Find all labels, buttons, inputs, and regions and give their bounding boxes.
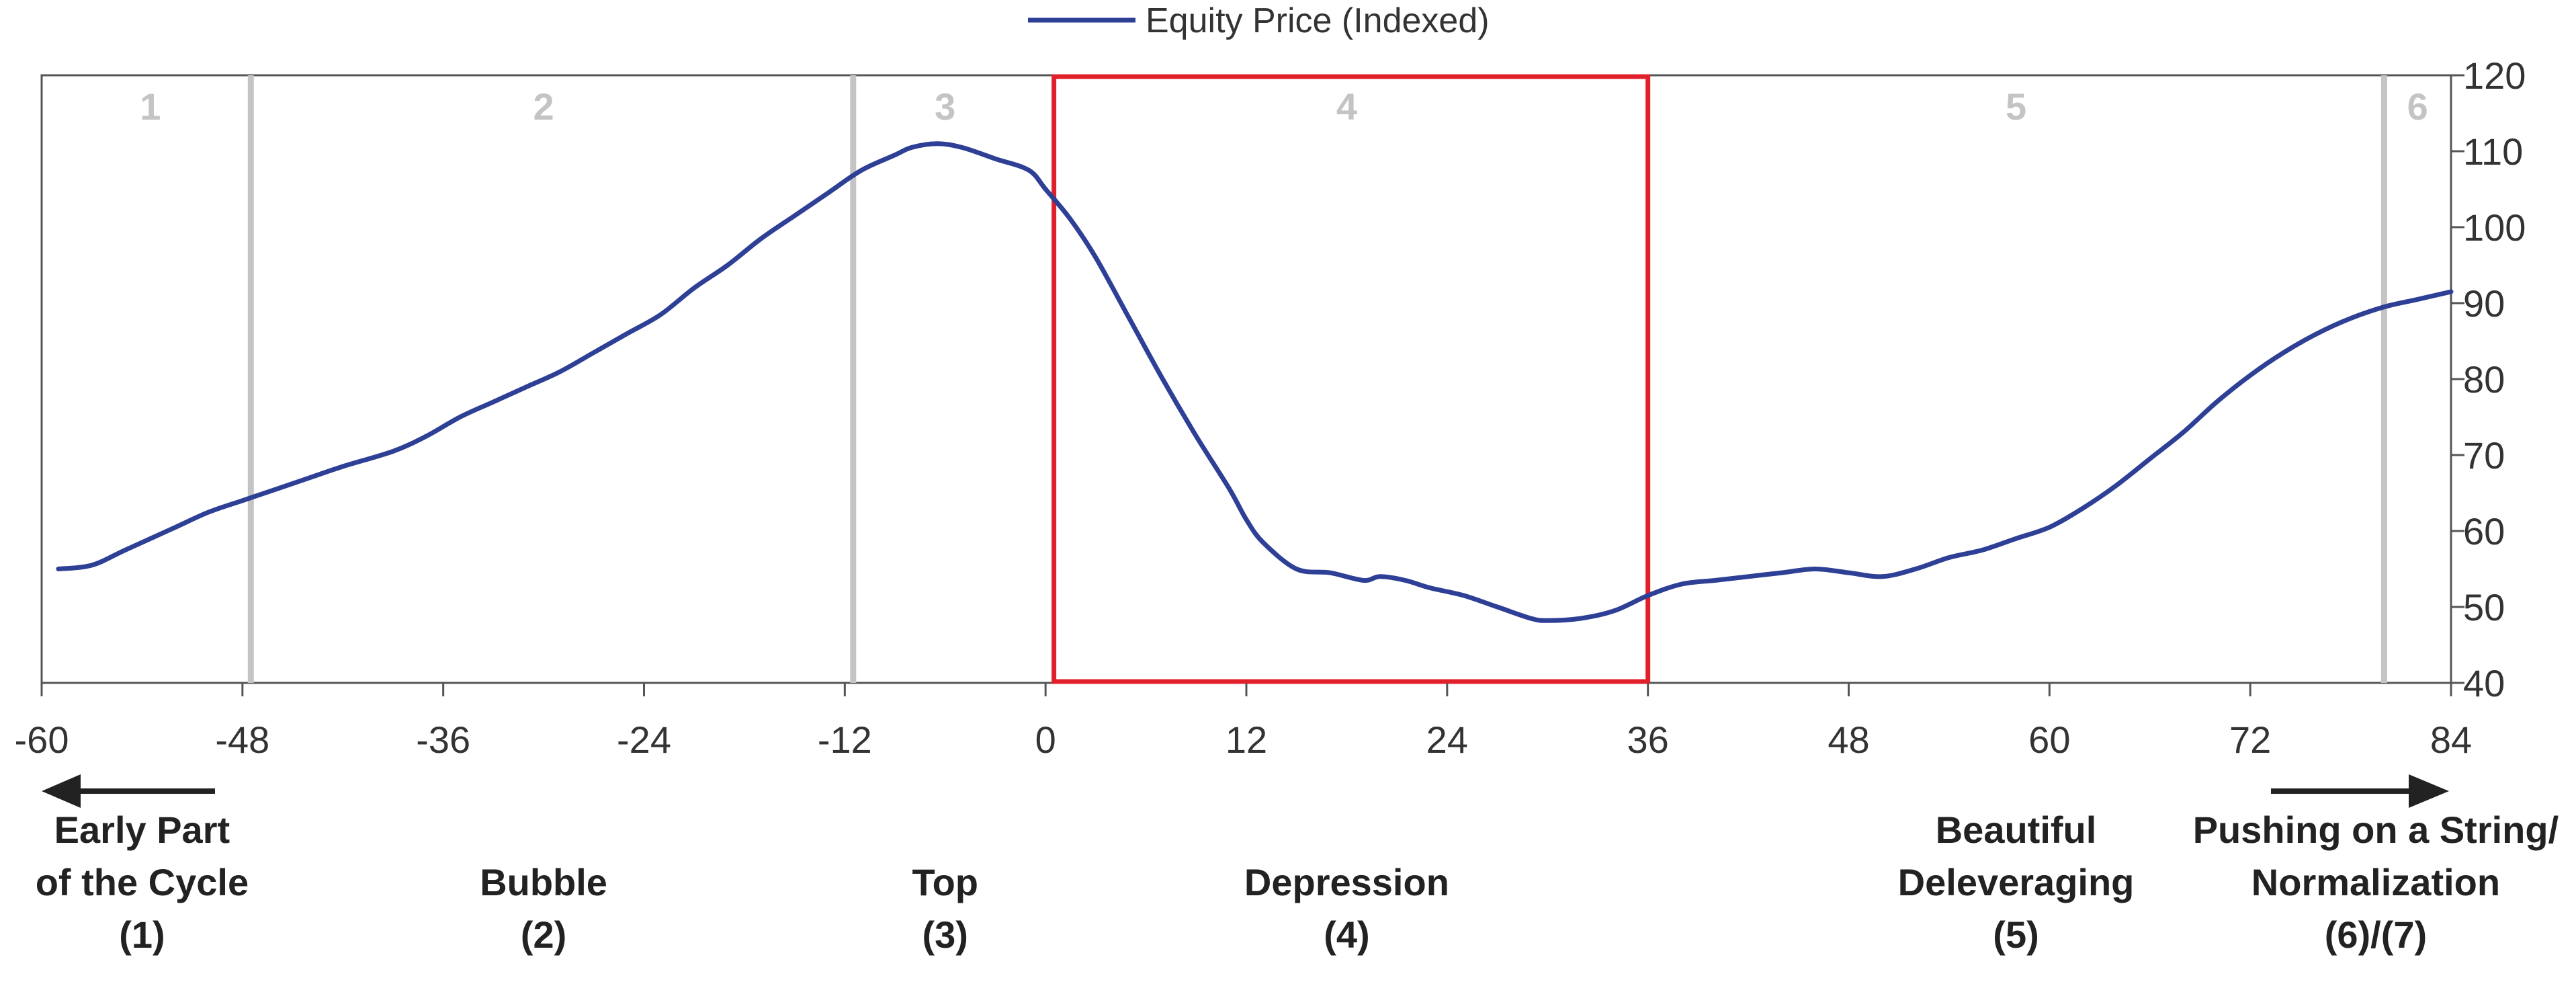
x-tick-label: 48 xyxy=(1828,719,1869,761)
stage-label-1: Early Part of the Cycle (1) xyxy=(36,774,249,956)
x-axis: -60 -48 -36 -24 -12 0 12 24 36 48 60 72 84 xyxy=(15,683,2472,761)
equity-price-line xyxy=(56,141,2454,623)
stage-label-line: of the Cycle xyxy=(36,861,249,903)
x-tick-label: -36 xyxy=(416,719,470,761)
x-tick-label: -12 xyxy=(818,719,872,761)
y-tick-label: 120 xyxy=(2463,54,2526,97)
legend-label: Equity Price (Indexed) xyxy=(1146,1,1490,40)
stage-label-6: Pushing on a String/Normalization (6)/(7) xyxy=(2193,774,2559,956)
y-tick-label: 60 xyxy=(2463,510,2505,553)
phase-number-2: 2 xyxy=(533,85,554,128)
y-tick-label: 40 xyxy=(2463,662,2505,704)
stage-label-5: Beautiful Deleveraging (5) xyxy=(1898,809,2135,956)
x-tick-label: 12 xyxy=(1226,719,1267,761)
stage-label-3: Top (3) xyxy=(912,861,978,956)
stage-label-line: Deleveraging xyxy=(1898,861,2135,903)
phase-number-1: 1 xyxy=(140,85,161,128)
stage-label-line: Depression xyxy=(1244,861,1449,903)
x-tick-label: -24 xyxy=(617,719,671,761)
phase-number-5: 5 xyxy=(2006,85,2026,128)
phase-numbers: 1 2 3 4 5 6 xyxy=(140,85,2428,128)
x-tick-label: 36 xyxy=(1627,719,1669,761)
stage-label-line: (2) xyxy=(521,913,566,956)
depression-highlight-box xyxy=(1051,74,1651,684)
stage-label-line: (5) xyxy=(1993,913,2038,956)
stage-label-2: Bubble (2) xyxy=(480,861,607,956)
y-tick-label: 110 xyxy=(2463,130,2523,173)
stage-label-line: (4) xyxy=(1324,913,1369,956)
x-tick-label: 72 xyxy=(2229,719,2271,761)
chart-legend: Equity Price (Indexed) xyxy=(1028,1,1490,40)
arrow-left-head-icon xyxy=(42,774,81,808)
stage-label-line: Bubble xyxy=(480,861,607,903)
stage-label-line: Pushing on a String/ xyxy=(2193,809,2559,851)
y-tick-label: 90 xyxy=(2463,282,2505,325)
x-tick-label: -48 xyxy=(215,719,269,761)
x-tick-label: 84 xyxy=(2430,719,2472,761)
y-tick-label: 100 xyxy=(2463,206,2526,249)
stage-label-line: (3) xyxy=(922,913,968,956)
y-tick-label: 50 xyxy=(2463,586,2505,628)
cycle-stage-labels: Early Part of the Cycle (1) Bubble (2) Top (3)… xyxy=(36,774,2559,956)
phase-dividers xyxy=(247,75,2387,683)
y-tick-label: 80 xyxy=(2463,358,2505,401)
x-tick-label: -60 xyxy=(15,719,69,761)
stage-label-line: (1) xyxy=(119,913,165,956)
stage-label-line: Top xyxy=(912,861,978,903)
arrow-right-head-icon xyxy=(2409,774,2449,808)
stage-label-line: (6)/(7) xyxy=(2325,913,2427,956)
x-tick-label: 24 xyxy=(1426,719,1468,761)
stage-label-4: Depression (4) xyxy=(1244,861,1449,956)
y-axis: 120 110 100 90 80 70 60 50 40 xyxy=(2451,54,2526,704)
y-tick-label: 70 xyxy=(2463,434,2505,477)
plot-area-frame xyxy=(40,74,2452,684)
phase-number-6: 6 xyxy=(2407,85,2428,128)
stage-label-line: Normalization xyxy=(2251,861,2500,903)
stage-label-line: Early Part xyxy=(54,809,230,851)
phase-number-3: 3 xyxy=(935,85,955,128)
stage-label-line: Beautiful xyxy=(1936,809,2097,851)
x-tick-label: 0 xyxy=(1035,719,1056,761)
phase-number-4: 4 xyxy=(1336,85,1357,128)
x-tick-label: 60 xyxy=(2028,719,2070,761)
